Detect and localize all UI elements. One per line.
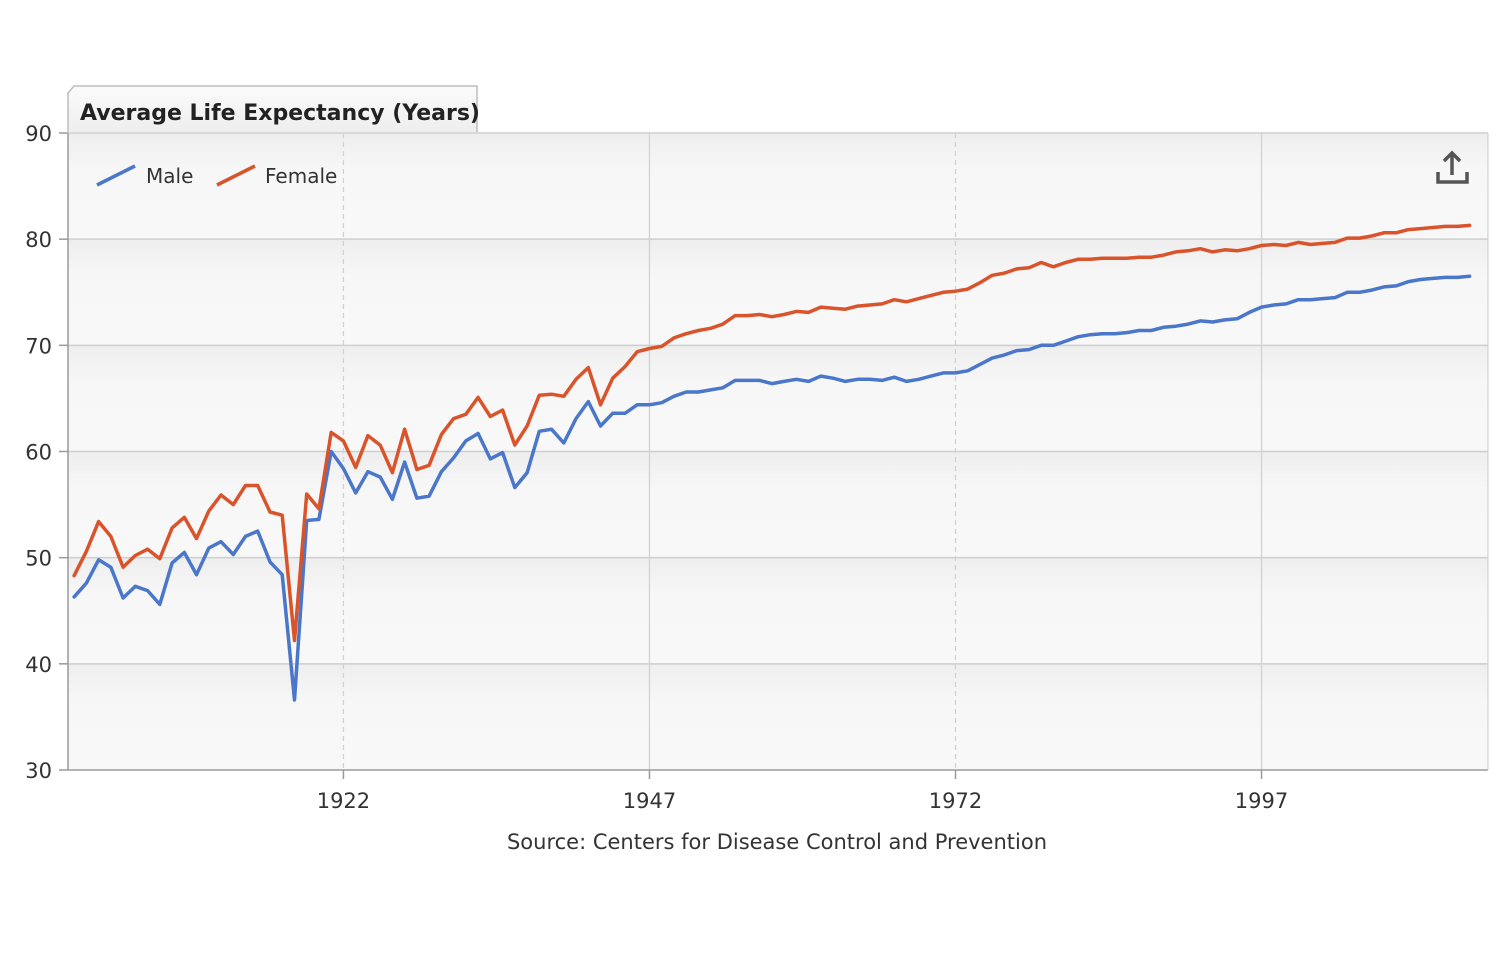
plot-band <box>68 663 1488 770</box>
legend-swatch-female <box>216 164 256 187</box>
y-tick-label: 90 <box>25 122 52 146</box>
x-tick-label: 1947 <box>623 789 676 813</box>
source-caption: Source: Centers for Disease Control and … <box>507 830 1047 854</box>
share-upload-icon[interactable] <box>1430 146 1474 188</box>
axes: 30 40 50 60 70 80 90 1922 1947 1972 1997 <box>25 122 1489 813</box>
series-line-female[interactable] <box>72 223 1472 643</box>
y-tick-label: 60 <box>25 441 52 465</box>
plot-band <box>68 345 1488 452</box>
series-line-male[interactable] <box>72 274 1472 702</box>
chart-title-tab: Average Life Expectancy (Years) <box>67 85 480 132</box>
legend-item-female[interactable]: Female <box>216 164 337 188</box>
legend-swatch-male <box>96 164 136 187</box>
plot-band <box>68 239 1488 346</box>
y-tick-label: 40 <box>25 653 52 677</box>
grid-lines <box>68 132 1488 770</box>
plot-band <box>68 451 1488 558</box>
y-tick-label: 30 <box>25 759 52 783</box>
x-tick-label: 1922 <box>317 789 370 813</box>
x-tick-label: 1997 <box>1235 789 1288 813</box>
x-tick-label: 1972 <box>929 789 982 813</box>
plot-band <box>68 133 1488 240</box>
y-tick-label: 70 <box>25 334 52 358</box>
y-tick-label: 50 <box>25 547 52 571</box>
legend-label-female: Female <box>265 164 337 188</box>
legend: Male Female <box>96 164 337 188</box>
legend-item-male[interactable]: Male <box>96 164 193 188</box>
series-lines <box>72 223 1472 702</box>
y-tick-label: 80 <box>25 228 52 252</box>
chart-title: Average Life Expectancy (Years) <box>80 101 480 126</box>
legend-label-male: Male <box>146 164 193 188</box>
